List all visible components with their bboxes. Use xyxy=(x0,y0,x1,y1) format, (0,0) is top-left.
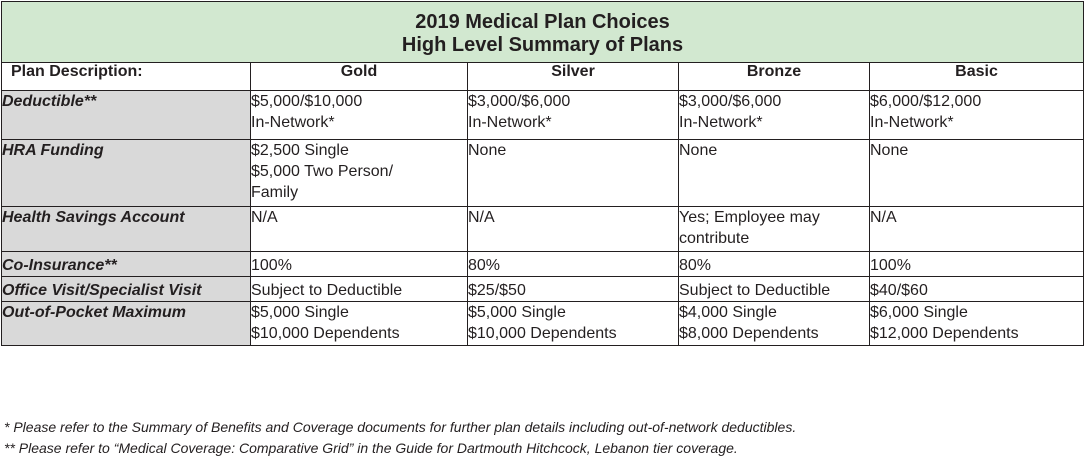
cell-bronze: $4,000 Single $8,000 Dependents xyxy=(678,301,870,346)
title-line-1: 2019 Medical Plan Choices xyxy=(415,11,670,33)
row-deductible: Deductible** $5,000/$10,000 In-Network* … xyxy=(1,90,1085,140)
row-label: Co-Insurance** xyxy=(1,251,251,277)
header-gold: Gold xyxy=(250,62,468,91)
plan-comparison-table: 2019 Medical Plan Choices High Level Sum… xyxy=(0,1,1085,346)
title-line-2: High Level Summary of Plans xyxy=(401,34,684,56)
header-plan-description: Plan Description: xyxy=(1,62,251,91)
cell-basic: $6,000 Single $12,000 Dependents xyxy=(868,301,1085,346)
cell-bronze: Subject to Deductible xyxy=(678,276,870,302)
footnote-2: ** Please refer to “Medical Coverage: Co… xyxy=(4,440,738,456)
row-label: Health Savings Account xyxy=(1,206,251,252)
cell-silver: N/A xyxy=(467,206,679,252)
row-office-visit: Office Visit/Specialist Visit Subject to… xyxy=(1,276,1085,302)
row-co-insurance: Co-Insurance** 100% 80% 80% 100% xyxy=(1,251,1085,277)
row-health-savings-account: Health Savings Account N/A N/A Yes; Empl… xyxy=(1,206,1085,252)
cell-gold: $5,000/$10,000 In-Network* xyxy=(250,90,468,140)
cell-bronze: $3,000/$6,000 In-Network* xyxy=(678,90,870,140)
cell-bronze: None xyxy=(678,139,870,207)
cell-gold: $5,000 Single $10,000 Dependents xyxy=(250,301,468,346)
cell-silver: 80% xyxy=(467,251,679,277)
cell-gold: Subject to Deductible xyxy=(250,276,468,302)
row-label: Out-of-Pocket Maximum xyxy=(1,301,251,346)
cell-basic: N/A xyxy=(868,206,1085,252)
row-hra-funding: HRA Funding $2,500 Single $5,000 Two Per… xyxy=(1,139,1085,207)
cell-basic: 100% xyxy=(868,251,1085,277)
header-basic: Basic xyxy=(868,62,1085,91)
row-out-of-pocket-maximum: Out-of-Pocket Maximum $5,000 Single $10,… xyxy=(1,301,1085,346)
row-label: Office Visit/Specialist Visit xyxy=(1,276,251,302)
row-label: Deductible** xyxy=(1,90,251,140)
table-title: 2019 Medical Plan Choices High Level Sum… xyxy=(0,1,1085,63)
cell-bronze: Yes; Employee may contribute xyxy=(678,206,870,252)
header-row: Plan Description: Gold Silver Bronze Bas… xyxy=(1,62,1085,91)
cell-bronze: 80% xyxy=(678,251,870,277)
row-label: HRA Funding xyxy=(1,139,251,207)
header-bronze: Bronze xyxy=(678,62,870,91)
header-silver: Silver xyxy=(467,62,679,91)
cell-gold: 100% xyxy=(250,251,468,277)
cell-gold: N/A xyxy=(250,206,468,252)
cell-basic: $6,000/$12,000 In-Network* xyxy=(868,90,1085,140)
cell-silver: $25/$50 xyxy=(467,276,679,302)
footnote-1: * Please refer to the Summary of Benefit… xyxy=(4,419,797,435)
footnotes: * Please refer to the Summary of Benefit… xyxy=(4,417,796,459)
cell-gold: $2,500 Single $5,000 Two Person/ Family xyxy=(250,139,468,207)
cell-silver: None xyxy=(467,139,679,207)
cell-silver: $5,000 Single $10,000 Dependents xyxy=(467,301,679,346)
cell-basic: None xyxy=(868,139,1085,207)
cell-silver: $3,000/$6,000 In-Network* xyxy=(467,90,679,140)
cell-basic: $40/$60 xyxy=(868,276,1085,302)
